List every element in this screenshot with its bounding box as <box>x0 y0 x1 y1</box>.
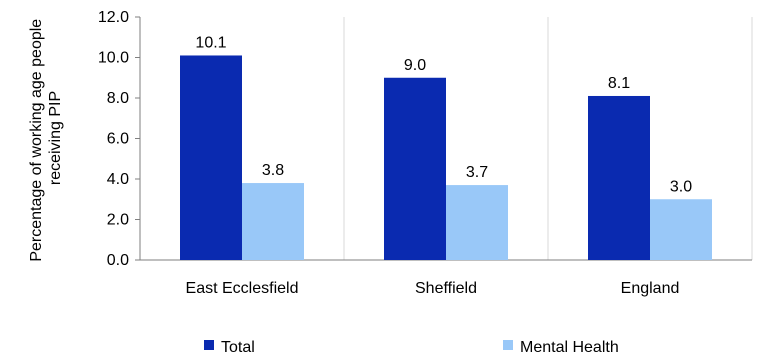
y-tick-labels: 0.0 2.0 4.0 6.0 8.0 10.0 12.0 <box>98 9 140 269</box>
bar-total <box>180 55 242 260</box>
bar-mental-health <box>446 185 508 260</box>
data-label: 8.1 <box>608 75 630 92</box>
y-tick-label: 12.0 <box>98 9 129 26</box>
data-label: 9.0 <box>404 57 426 74</box>
data-labels: 10.1 3.8 9.0 3.7 8.1 3.0 <box>195 34 692 195</box>
y-tick-label: 6.0 <box>107 131 129 148</box>
legend-swatch-mental-health <box>503 340 513 350</box>
bar-mental-health <box>650 199 712 260</box>
bars <box>180 55 712 260</box>
grid-lines <box>343 17 753 260</box>
y-tick-label: 8.0 <box>107 90 129 107</box>
bar-mental-health <box>242 183 304 260</box>
data-label: 3.0 <box>670 178 692 195</box>
data-label: 3.8 <box>262 162 284 179</box>
x-tick-labels: East Ecclesfield Sheffield England <box>186 280 680 297</box>
data-label: 10.1 <box>195 34 226 51</box>
y-tick-label: 4.0 <box>107 171 129 188</box>
y-tick-label: 0.0 <box>107 252 129 269</box>
y-tick-label: 10.0 <box>98 50 129 67</box>
x-tick-label: Sheffield <box>415 280 477 297</box>
legend-swatch-total <box>204 340 214 350</box>
legend: Total Mental Health <box>204 339 619 355</box>
bar-total <box>384 77 446 260</box>
y-axis-title: Percentage of working age people receivi… <box>28 14 64 261</box>
legend-label-mental-health: Mental Health <box>520 339 619 355</box>
x-tick-label: England <box>621 280 680 297</box>
bar-total <box>588 95 650 260</box>
y-tick-label: 2.0 <box>107 212 129 229</box>
x-tick-label: East Ecclesfield <box>186 280 299 297</box>
data-label: 3.7 <box>466 164 488 181</box>
legend-label-total: Total <box>221 339 255 355</box>
